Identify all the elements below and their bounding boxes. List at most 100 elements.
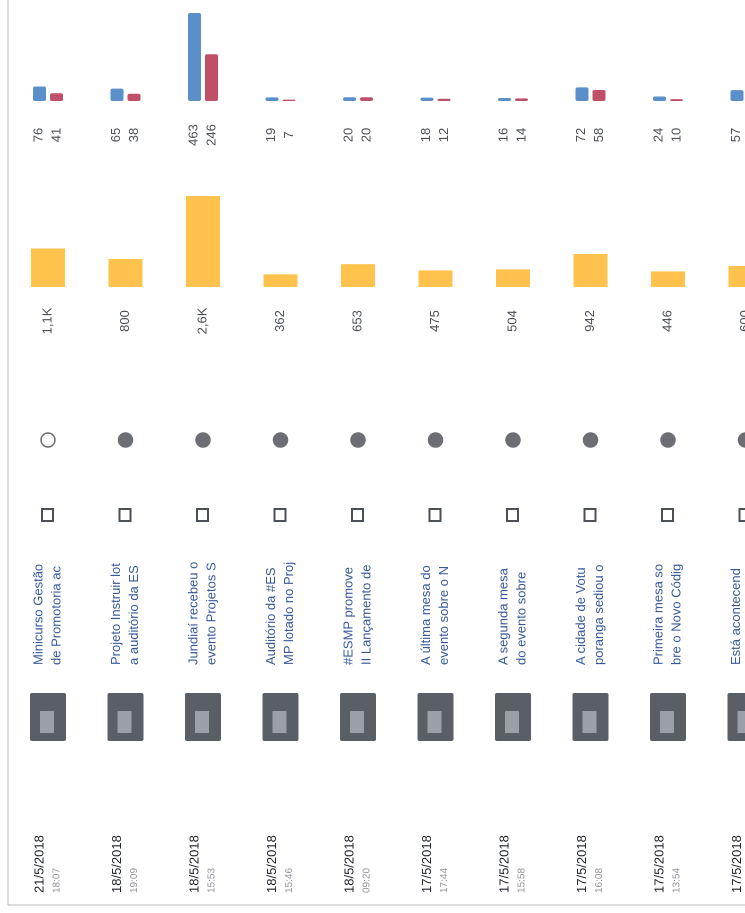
post-time: 15:53	[207, 868, 218, 893]
clicks-value: 72	[573, 128, 588, 142]
post-title[interactable]: Está acontecend	[728, 568, 743, 665]
post-title[interactable]: de Promotoria ac	[48, 566, 63, 665]
reach-value: 446	[659, 310, 674, 332]
reach-value: 504	[504, 310, 519, 332]
post-type-icon	[583, 508, 597, 522]
reach-value: 600	[737, 310, 745, 332]
clicks-bar	[343, 97, 356, 101]
reactions-value: 10	[668, 128, 683, 142]
reach-bar	[108, 259, 143, 287]
reactions-bar	[282, 99, 296, 101]
post-date: 18/5/2018	[264, 835, 279, 893]
privacy-icon	[427, 432, 444, 448]
post-thumbnail-detail	[272, 711, 287, 733]
reach-bar	[651, 271, 685, 287]
reach-bar	[496, 269, 530, 287]
post-title[interactable]: Jundiaí recebeu o	[185, 562, 200, 665]
post-title[interactable]: A última mesa do	[418, 565, 433, 665]
post-title[interactable]: Minicurso Gestão	[30, 564, 45, 665]
post-title[interactable]: MP lotado no Proj	[281, 562, 296, 665]
reactions-value: 7	[281, 131, 296, 138]
clicks-bar	[730, 90, 744, 101]
post-title[interactable]: do evento sobre	[513, 572, 528, 665]
post-date: 17/5/2018	[729, 835, 744, 893]
reach-bar	[728, 266, 745, 287]
reach-value: 653	[349, 310, 364, 332]
post-thumbnail[interactable]	[727, 693, 745, 741]
clicks-bar	[188, 13, 201, 101]
reactions-value: 20	[358, 128, 373, 142]
post-thumbnail-detail	[582, 711, 597, 733]
post-date: 17/5/2018	[419, 835, 434, 893]
post-title[interactable]: Projeto Instruir lot	[108, 563, 123, 665]
reach-value: 2,6K	[194, 307, 209, 334]
reactions-bar	[437, 98, 451, 101]
reactions-bar	[515, 98, 528, 101]
post-type-icon	[118, 508, 132, 522]
post-thumbnail-detail	[195, 711, 209, 733]
post-time: 09:20	[362, 868, 373, 893]
reactions-value: 246	[203, 124, 218, 146]
post-title[interactable]: Primeira mesa so	[650, 564, 665, 665]
post-title[interactable]: II Lançamento de	[358, 565, 373, 665]
post-time: 19:09	[129, 868, 140, 893]
rotated-table: 21/5/2018 18:07 Minicurso Gestão de Promoto…	[7, 0, 745, 906]
post-date: 21/5/2018	[31, 835, 46, 893]
post-title[interactable]: A cidade de Votu	[573, 567, 588, 665]
reactions-bar	[127, 93, 141, 101]
post-title[interactable]: poranga sediou o	[591, 565, 606, 665]
post-thumbnail-detail	[505, 711, 519, 733]
post-title[interactable]: A segunda mesa	[495, 567, 510, 665]
reactions-bar	[592, 89, 606, 101]
post-title[interactable]: Auditório da #ES	[263, 567, 278, 665]
post-type-icon	[428, 508, 442, 522]
post-title[interactable]: evento sobre o N	[436, 566, 451, 665]
reach-bar	[263, 274, 298, 287]
privacy-icon	[195, 432, 211, 448]
post-thumbnail-detail	[660, 711, 674, 733]
post-date: 18/5/2018	[186, 835, 201, 893]
reach-value: 362	[272, 310, 287, 332]
post-title[interactable]: #ESMP promove	[340, 567, 355, 665]
post-title[interactable]: bre o Novo Códig	[668, 564, 683, 665]
clicks-bar	[498, 97, 511, 101]
reactions-bar	[670, 99, 683, 101]
clicks-value: 24	[650, 128, 665, 142]
clicks-value: 76	[30, 128, 45, 142]
clicks-bar	[33, 86, 46, 101]
clicks-bar	[420, 97, 434, 101]
post-time: 18:07	[52, 868, 63, 893]
post-date: 17/5/2018	[651, 835, 666, 893]
privacy-icon	[350, 432, 366, 448]
post-type-icon	[273, 508, 287, 522]
clicks-value: 57	[728, 128, 743, 142]
post-time: 13:54	[672, 868, 683, 893]
reactions-bar	[360, 97, 373, 101]
post-date: 17/5/2018	[574, 835, 589, 893]
clicks-value: 16	[495, 128, 510, 142]
reach-bar	[418, 270, 453, 287]
clicks-bar	[575, 87, 589, 101]
reactions-value: 41	[48, 128, 63, 142]
clicks-value: 463	[185, 124, 200, 146]
reactions-bar	[205, 54, 218, 101]
reach-value: 942	[582, 310, 597, 332]
clicks-bar	[653, 96, 666, 101]
post-thumbnail-detail	[117, 711, 132, 733]
reactions-value: 12	[436, 128, 451, 142]
post-thumbnail-detail	[737, 711, 745, 733]
post-thumbnail-detail	[40, 711, 54, 733]
post-type-icon	[506, 508, 519, 522]
privacy-icon	[505, 432, 521, 448]
reach-bar	[186, 196, 220, 287]
clicks-value: 65	[108, 128, 123, 142]
post-type-icon	[196, 508, 209, 522]
privacy-icon	[582, 432, 599, 448]
post-title[interactable]: evento Projetos S	[203, 562, 218, 665]
post-type-icon	[661, 508, 674, 522]
post-date: 17/5/2018	[496, 835, 511, 893]
reactions-bar	[50, 93, 63, 101]
post-title[interactable]: a auditório da ES	[126, 565, 141, 665]
post-date: 18/5/2018	[109, 835, 124, 893]
